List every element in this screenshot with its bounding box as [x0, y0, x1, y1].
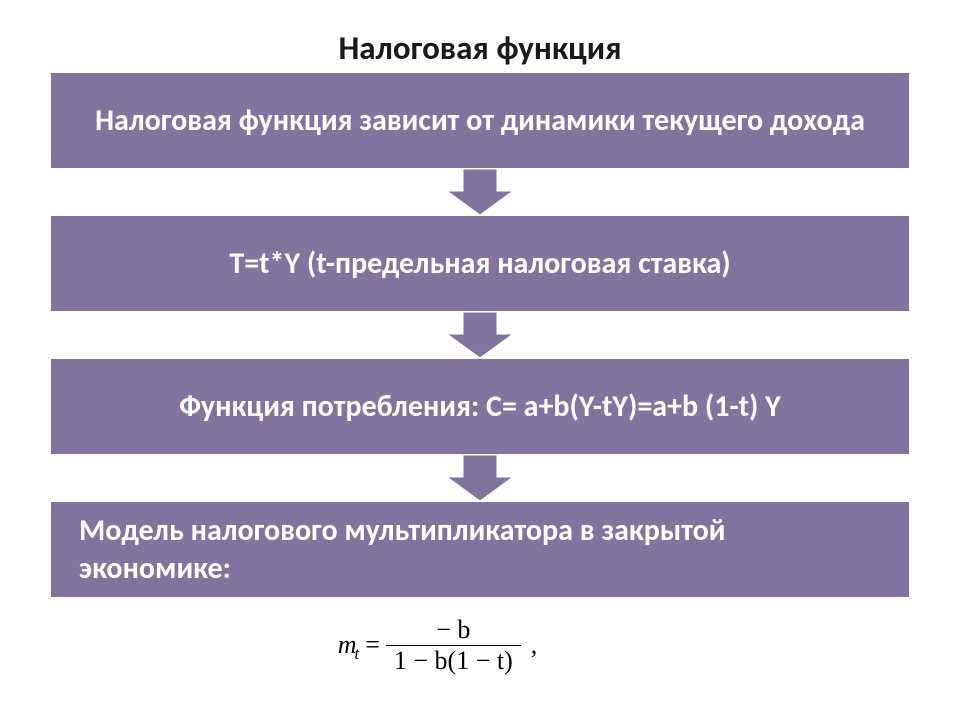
- slide-title: Налоговая функция: [50, 28, 910, 68]
- formula-fraction: − b 1 − b(1 − t): [386, 616, 521, 674]
- process-step-3: Функция потребления: C= a+b(Y-tY)=a+b (1…: [50, 358, 910, 455]
- multiplier-formula: mt = − b 1 − b(1 − t) ,: [338, 616, 538, 674]
- flow-arrow-2: [50, 312, 910, 358]
- arrow-down-icon: [447, 169, 513, 215]
- flow-arrow-3: [50, 455, 910, 501]
- arrow-down-icon: [447, 312, 513, 358]
- formula-lhs-var: m: [338, 630, 357, 659]
- formula-trailing: ,: [531, 630, 538, 660]
- formula-overlay: mt = − b 1 − b(1 − t) ,: [310, 602, 565, 688]
- flow-arrow-1: [50, 169, 910, 215]
- arrow-down-icon: [447, 455, 513, 501]
- process-step-4: Модель налогового мультипликатора в закр…: [50, 501, 910, 598]
- formula-lhs-sub: t: [355, 644, 360, 663]
- formula-eq: =: [365, 630, 380, 660]
- slide: Налоговая функция Налоговая функция зави…: [0, 0, 960, 720]
- process-step-2: T=t*Y (t-предельная налоговая ставка): [50, 215, 910, 312]
- process-flow: Налоговая функция зависит от динамики те…: [50, 72, 910, 598]
- process-step-1: Налоговая функция зависит от динамики те…: [50, 72, 910, 169]
- formula-denominator: 1 − b(1 − t): [386, 645, 521, 674]
- formula-numerator: − b: [386, 616, 521, 644]
